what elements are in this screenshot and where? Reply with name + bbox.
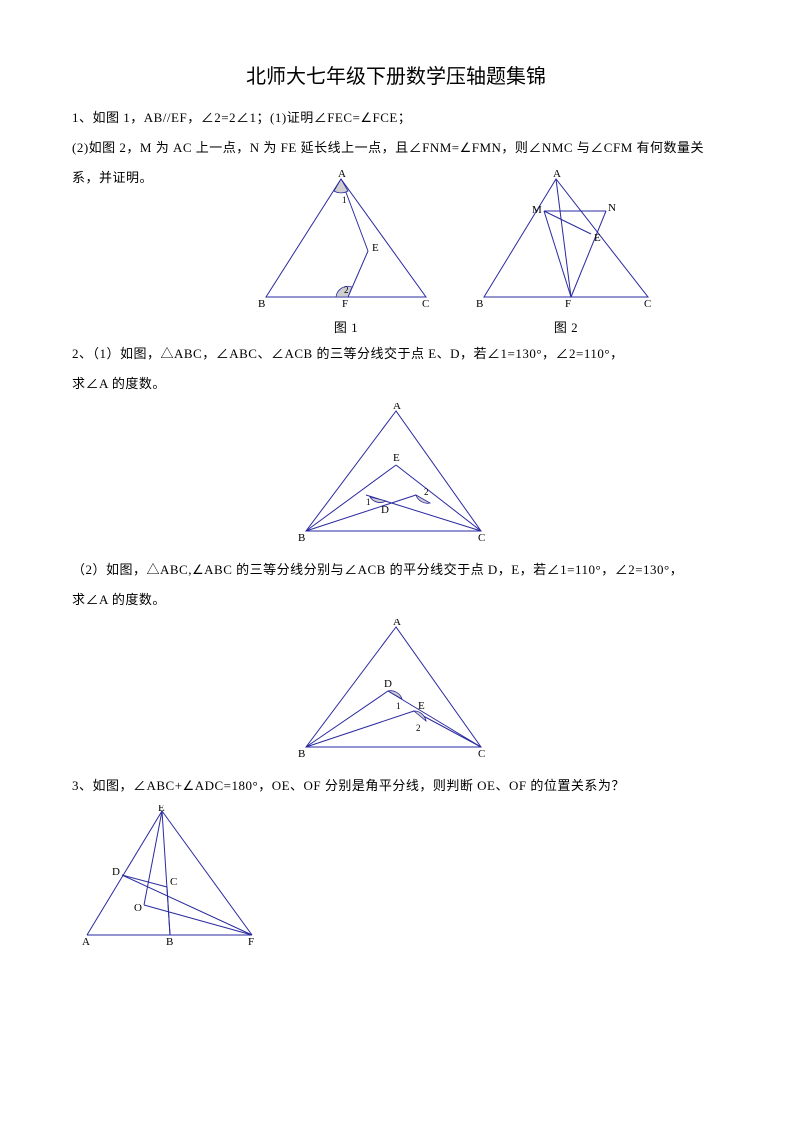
svg-text:B: B	[166, 936, 174, 945]
fig5-svg: A B F E D C O	[82, 805, 262, 945]
fig2-caption: 图 2	[554, 315, 578, 341]
svg-text:E: E	[594, 232, 601, 244]
svg-text:E: E	[158, 805, 165, 814]
svg-text:B: B	[476, 298, 484, 309]
figure-4: A B C D E 1 2	[296, 619, 496, 759]
svg-text:F: F	[342, 298, 349, 309]
svg-text:2: 2	[344, 285, 349, 295]
svg-text:A: A	[82, 936, 90, 945]
svg-text:D: D	[381, 504, 389, 516]
svg-text:N: N	[608, 202, 616, 214]
p1-line3: 系，并证明。	[72, 165, 192, 191]
svg-text:1: 1	[396, 701, 401, 711]
svg-text:A: A	[338, 169, 346, 180]
fig4-svg: A B C D E 1 2	[296, 619, 496, 759]
svg-text:A: A	[393, 403, 401, 412]
p1-line2: (2)如图 2，M 为 AC 上一点，N 为 FE 延长线上一点，且∠FNM=∠…	[72, 135, 720, 161]
svg-text:F: F	[565, 298, 572, 309]
svg-text:2: 2	[424, 487, 429, 497]
p2b-line1: （2）如图，△ABC,∠ABC 的三等分线分别与∠ACB 的平分线交于点 D，E…	[72, 557, 720, 583]
svg-text:F: F	[248, 936, 255, 945]
svg-text:B: B	[298, 532, 306, 543]
page-title: 北师大七年级下册数学压轴题集锦	[72, 60, 720, 89]
svg-text:B: B	[298, 748, 306, 759]
svg-text:C: C	[644, 298, 652, 309]
fig3-svg: A B C E D 1 2	[296, 403, 496, 543]
svg-text:1: 1	[366, 497, 371, 507]
p2-line2: 求∠A 的度数。	[72, 371, 720, 397]
svg-text:D: D	[384, 678, 392, 690]
svg-text:B: B	[258, 298, 266, 309]
figure-1: A B C F E 1 2 图 1	[256, 169, 436, 341]
svg-text:M: M	[532, 204, 542, 216]
p1-line1: 1、如图 1，AB//EF，∠2=2∠1；(1)证明∠FEC=∠FCE；	[72, 105, 720, 131]
fig2-svg: A B C F E M N	[476, 169, 656, 309]
svg-text:C: C	[170, 876, 178, 888]
p2b-line2: 求∠A 的度数。	[72, 587, 720, 613]
figure-3: A B C E D 1 2	[296, 403, 496, 543]
p2-line1: 2、（1）如图，△ABC，∠ABC、∠ACB 的三等分线交于点 E、D，若∠1=…	[72, 341, 720, 367]
p3-line1: 3、如图，∠ABC+∠ADC=180°，OE、OF 分别是角平分线，则判断 OE…	[72, 773, 720, 799]
svg-text:2: 2	[416, 723, 421, 733]
svg-text:A: A	[553, 169, 561, 180]
svg-text:E: E	[418, 700, 425, 712]
svg-text:C: C	[478, 532, 486, 543]
svg-text:E: E	[372, 242, 379, 254]
svg-text:C: C	[422, 298, 430, 309]
svg-text:C: C	[478, 748, 486, 759]
fig1-svg: A B C F E 1 2	[256, 169, 436, 309]
figure-5: A B F E D C O	[82, 805, 262, 945]
svg-text:D: D	[112, 866, 120, 878]
fig1-caption: 图 1	[334, 315, 358, 341]
svg-text:E: E	[393, 452, 400, 464]
svg-text:O: O	[134, 902, 142, 914]
figure-2: A B C F E M N 图 2	[476, 169, 656, 341]
svg-text:A: A	[393, 619, 401, 628]
svg-text:1: 1	[342, 195, 347, 205]
